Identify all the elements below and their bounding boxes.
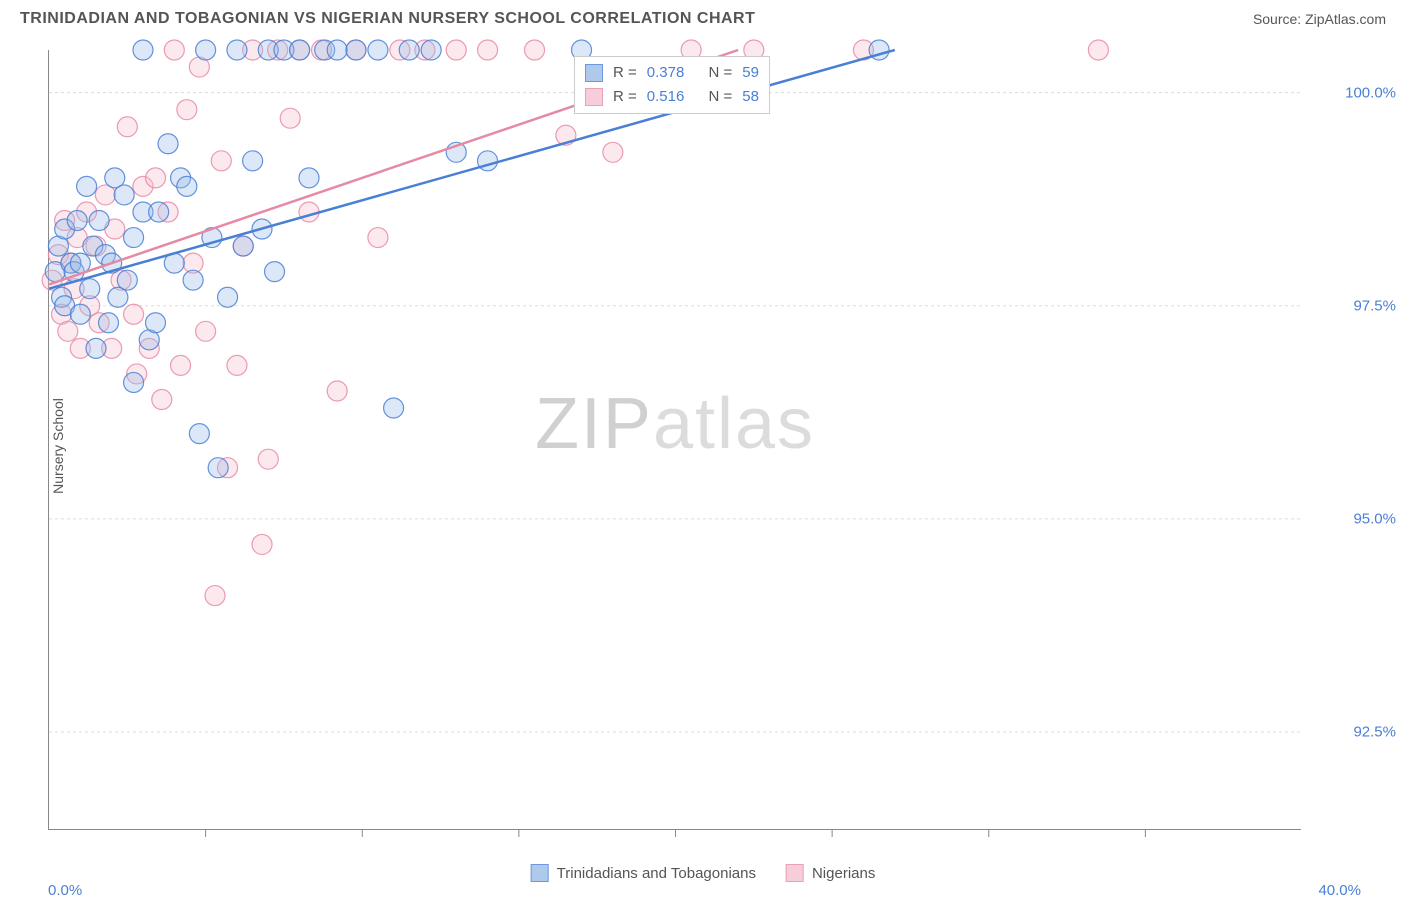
correlation-row-1: R = 0.378 N = 59 — [585, 61, 759, 85]
legend-label-2: Nigerians — [812, 865, 875, 882]
y-tick-label: 97.5% — [1353, 297, 1396, 314]
source-value: ZipAtlas.com — [1305, 11, 1386, 27]
x-tick-start: 0.0% — [48, 882, 82, 899]
x-tick-end: 40.0% — [1318, 882, 1361, 899]
chart-svg — [49, 50, 1302, 830]
swatch-bottom-1 — [531, 864, 549, 882]
correlation-legend: R = 0.378 N = 59 R = 0.516 N = 58 — [574, 56, 770, 114]
legend-item-1: Trinidadians and Tobagonians — [531, 864, 756, 882]
y-tick-label: 92.5% — [1353, 723, 1396, 740]
n-label: N = — [708, 61, 732, 85]
chart-title: TRINIDADIAN AND TOBAGONIAN VS NIGERIAN N… — [20, 10, 755, 28]
correlation-row-2: R = 0.516 N = 58 — [585, 85, 759, 109]
n-label-2: N = — [708, 85, 732, 109]
n-value-2: 58 — [742, 85, 759, 109]
header: TRINIDADIAN AND TOBAGONIAN VS NIGERIAN N… — [0, 0, 1406, 32]
swatch-series-1 — [585, 64, 603, 82]
plot-area: ZIPatlas — [48, 50, 1301, 830]
r-label: R = — [613, 61, 637, 85]
swatch-bottom-2 — [786, 864, 804, 882]
r-value-1: 0.378 — [647, 61, 685, 85]
bottom-legend: Trinidadians and Tobagonians Nigerians — [531, 864, 876, 882]
legend-label-1: Trinidadians and Tobagonians — [557, 865, 756, 882]
r-label-2: R = — [613, 85, 637, 109]
source-prefix: Source: — [1253, 11, 1305, 27]
swatch-series-2 — [585, 88, 603, 106]
legend-item-2: Nigerians — [786, 864, 875, 882]
r-value-2: 0.516 — [647, 85, 685, 109]
y-tick-label: 95.0% — [1353, 510, 1396, 527]
y-tick-label: 100.0% — [1345, 84, 1396, 101]
source-label-wrap: Source: ZipAtlas.com — [1253, 11, 1386, 27]
n-value-1: 59 — [742, 61, 759, 85]
